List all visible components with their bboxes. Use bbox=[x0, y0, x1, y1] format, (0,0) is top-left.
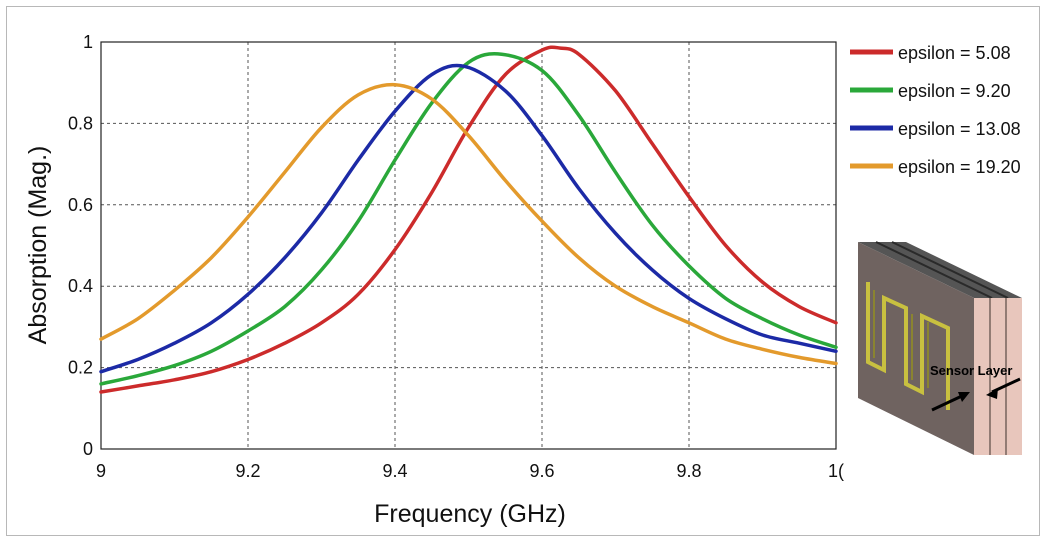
series-line-4 bbox=[99, 82, 838, 366]
resonator-pattern bbox=[866, 282, 950, 410]
plot-area-border bbox=[100, 41, 837, 450]
y-axis-label: Absorption (Mag.) bbox=[24, 146, 52, 345]
legend-label-2: epsilon = 9.20 bbox=[898, 81, 1011, 101]
block-top-edge bbox=[891, 241, 1009, 299]
x-tick-label: 9.8 bbox=[676, 461, 701, 481]
y-tick-label: 1 bbox=[83, 32, 93, 52]
x-axis-label: Frequency (GHz) bbox=[374, 500, 566, 528]
block-front-face bbox=[858, 242, 974, 455]
series-line-2 bbox=[99, 52, 838, 386]
left-arrow bbox=[931, 393, 965, 412]
legend: epsilon = 5.08 epsilon = 9.20 epsilon = 13… bbox=[850, 43, 1021, 177]
series-line-3 bbox=[99, 63, 838, 374]
sensor-structure-illustration: Sensor Layer bbox=[858, 241, 1022, 455]
series-lines bbox=[99, 45, 838, 394]
legend-label-4: epsilon = 19.20 bbox=[898, 157, 1021, 177]
figure-frame bbox=[6, 6, 1040, 536]
y-tick-label: 0 bbox=[83, 439, 93, 459]
legend-label-1: epsilon = 5.08 bbox=[898, 43, 1011, 63]
x-tick-label: 1( bbox=[828, 461, 844, 481]
series-line-1 bbox=[99, 45, 838, 394]
x-tick-label: 9.2 bbox=[235, 461, 260, 481]
left-arrowhead bbox=[958, 392, 970, 402]
x-tick-label: 9 bbox=[96, 461, 106, 481]
legend-label-3: epsilon = 13.08 bbox=[898, 119, 1021, 139]
block-top-edge bbox=[875, 241, 993, 299]
y-tick-label: 0.2 bbox=[68, 358, 93, 378]
y-tick-labels: 0 0.2 0.4 0.6 0.8 1 bbox=[68, 32, 93, 459]
block-side-face bbox=[974, 298, 1022, 455]
sensor-layer-label: Sensor Layer bbox=[930, 363, 1012, 378]
y-tick-label: 0.4 bbox=[68, 276, 93, 296]
x-tick-label: 9.6 bbox=[529, 461, 554, 481]
resonator-pattern bbox=[873, 290, 929, 388]
y-tick-label: 0.6 bbox=[68, 195, 93, 215]
y-tick-label: 0.8 bbox=[68, 113, 93, 133]
x-tick-label: 9.4 bbox=[382, 461, 407, 481]
right-arrowhead bbox=[986, 388, 998, 399]
x-tick-labels: 9 9.2 9.4 9.6 9.8 1( bbox=[96, 461, 844, 481]
